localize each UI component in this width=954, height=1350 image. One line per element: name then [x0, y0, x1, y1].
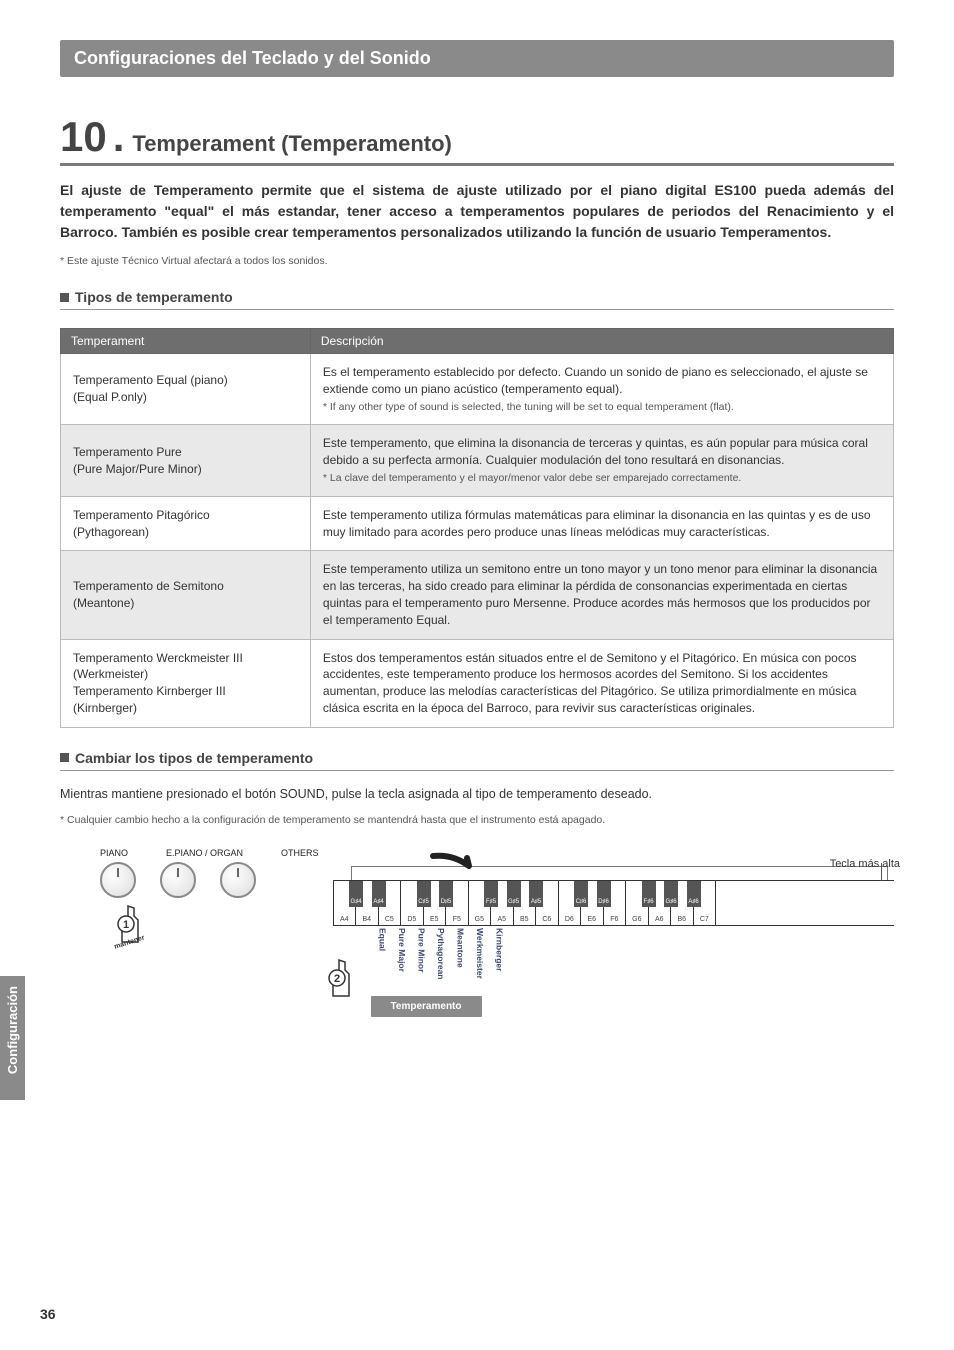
subheading-cambiar: Cambiar los tipos de temperamento	[60, 750, 894, 771]
th-descripcion: Descripción	[310, 329, 893, 354]
keyboard: A4B4C5D5E5F5G5A5B5C6D6E6F6G6A6B6C7G♯4A♯4…	[333, 880, 894, 926]
black-key: A♯4	[372, 881, 386, 907]
cell-name: Temperamento Equal (piano) (Equal P.only…	[61, 354, 311, 425]
hand-icon-1: 1 mantener	[108, 902, 148, 948]
black-key: C♯6	[574, 881, 588, 907]
sound-label: OTHERS	[281, 848, 319, 858]
key-assignment-label: Equal	[378, 928, 388, 990]
cell-name: Temperamento de Semitono (Meantone)	[61, 551, 311, 639]
chapter-title-text: Temperament (Temperamento)	[132, 131, 451, 157]
bullet-square-icon	[60, 753, 69, 762]
chapter-title: 10 . Temperament (Temperamento)	[60, 113, 894, 166]
black-key: A♯6	[687, 881, 701, 907]
sound-label: E.PIANO / ORGAN	[166, 848, 243, 858]
black-key: G♯4	[349, 881, 363, 907]
svg-text:2: 2	[333, 973, 339, 985]
black-key: F♯6	[642, 881, 656, 907]
instruction-text: Mientras mantiene presionado el botón SO…	[60, 785, 894, 804]
sound-button-labels: PIANO E.PIANO / ORGAN OTHERS	[100, 848, 319, 858]
sound-label: PIANO	[100, 848, 128, 858]
subheading-tipos: Tipos de temperamento	[60, 289, 894, 310]
intro-footnote: * Este ajuste Técnico Virtual afectará a…	[60, 255, 894, 267]
cell-name: Temperamento Pitagórico (Pythagorean)	[61, 496, 311, 551]
black-key: D♯6	[597, 881, 611, 907]
side-tab-text: Configuración	[5, 986, 20, 1074]
table-row: Temperamento Werckmeister III (Werkmeist…	[61, 639, 894, 727]
chapter-dot: .	[113, 113, 125, 161]
tecla-mas-alta-label: Tecla más alta	[830, 858, 900, 870]
cell-desc: Estos dos temperamentos están situados e…	[310, 639, 893, 727]
cell-name: Temperamento Werckmeister III (Werkmeist…	[61, 639, 311, 727]
instruction-footnote: * Cualquier cambio hecho a la configurac…	[60, 814, 894, 826]
subheading-cambiar-text: Cambiar los tipos de temperamento	[75, 750, 313, 766]
cell-name: Temperamento Pure (Pure Major/Pure Minor…	[61, 425, 311, 496]
table-row: Temperamento de Semitono (Meantone)Este …	[61, 551, 894, 639]
cell-desc: Este temperamento utiliza fórmulas matem…	[310, 496, 893, 551]
key-assignment-label: Pure Minor	[417, 928, 427, 990]
side-tab: Configuración	[0, 976, 25, 1100]
keyboard-diagram: PIANO E.PIANO / ORGAN OTHERS 1 mantener	[60, 848, 894, 1017]
table-row: Temperamento Pure (Pure Major/Pure Minor…	[61, 425, 894, 496]
intro-paragraph: El ajuste de Temperamento permite que el…	[60, 180, 894, 243]
key-assignment-label: Pure Major	[397, 928, 407, 990]
black-key: F♯5	[484, 881, 498, 907]
chapter-number: 10	[60, 113, 107, 161]
knob-piano	[100, 862, 136, 898]
cell-desc: Este temperamento utiliza un semitono en…	[310, 551, 893, 639]
page-number: 36	[40, 1306, 56, 1322]
temperament-table: Temperament Descripción Temperamento Equ…	[60, 328, 894, 728]
key-assignment-label: Werkmeister	[475, 928, 485, 990]
knob-epiano	[160, 862, 196, 898]
arrow-down-icon	[429, 852, 477, 880]
cell-desc: Es el temperamento establecido por defec…	[310, 354, 893, 425]
key-assignment-label: Meantone	[456, 928, 466, 990]
knob-others	[220, 862, 256, 898]
section-banner: Configuraciones del Teclado y del Sonido	[60, 40, 894, 77]
hand-icon-2: 2	[319, 956, 359, 1002]
key-assignment-label: Kirnberger	[495, 928, 505, 990]
bullet-square-icon	[60, 293, 69, 302]
black-key: C♯5	[417, 881, 431, 907]
key-assignment-label: Pythagorean	[436, 928, 446, 990]
black-key: A♯5	[529, 881, 543, 907]
sound-knobs	[100, 862, 319, 898]
black-key: G♯5	[507, 881, 521, 907]
temperament-key-labels: Equal Pure Major Pure Minor Pythagorean Mean…	[378, 928, 894, 990]
table-row: Temperamento Equal (piano) (Equal P.only…	[61, 354, 894, 425]
keyboard-area: Tecla más alta A4B4C5D5E5F5G5A5B5C6D6E6F…	[333, 866, 894, 1017]
temperament-group-label: Temperamento	[371, 996, 482, 1017]
black-key: D♯5	[439, 881, 453, 907]
black-key: G♯6	[664, 881, 678, 907]
cell-desc: Este temperamento, que elimina la disona…	[310, 425, 893, 496]
th-temperament: Temperament	[61, 329, 311, 354]
subheading-tipos-text: Tipos de temperamento	[75, 289, 233, 305]
svg-text:mantener: mantener	[113, 934, 145, 950]
table-row: Temperamento Pitagórico (Pythagorean)Est…	[61, 496, 894, 551]
